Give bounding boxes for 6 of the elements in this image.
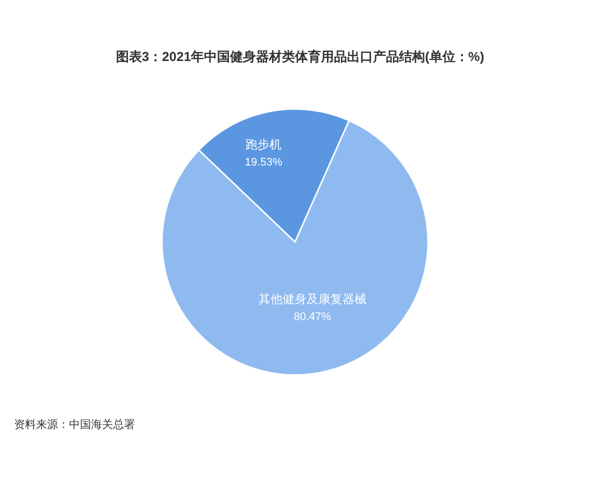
text: 资料来源：中国海关总署: [14, 418, 135, 431]
data-label: 80.47%: [294, 311, 332, 324]
chart-title: 图表3：2021年中国健身器材类体育用品出口产品结构(单位：%): [116, 49, 484, 64]
slice-label: 跑步机: [246, 138, 282, 152]
slice-label: 其他健身及康复器械: [258, 292, 366, 306]
data-label: 19.53%: [244, 156, 282, 169]
